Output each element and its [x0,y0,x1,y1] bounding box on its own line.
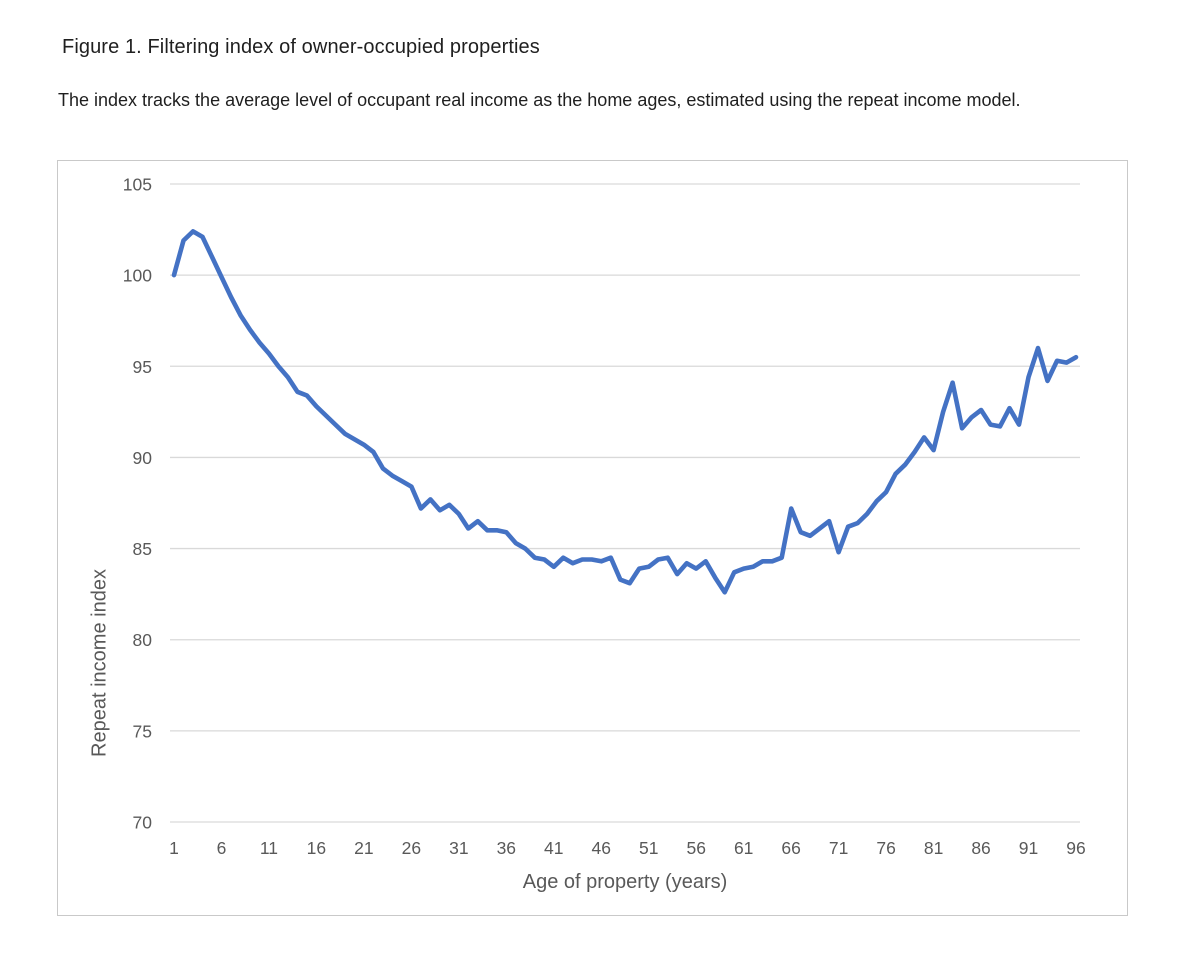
y-tick-label: 90 [133,448,153,468]
x-tick-label: 86 [971,838,990,858]
figure-title: Figure 1. Filtering index of owner-occup… [62,36,540,58]
y-tick-label: 85 [133,539,152,559]
figure-caption: The index tracks the average level of oc… [58,90,1021,110]
y-tick-label: 105 [123,175,152,195]
y-tick-label: 80 [133,630,153,650]
x-tick-label: 6 [217,838,227,858]
y-tick-label: 75 [133,721,152,741]
x-tick-label: 1 [169,838,179,858]
y-tick-label: 100 [123,266,152,286]
x-tick-label: 81 [924,838,943,858]
x-tick-label: 91 [1019,838,1038,858]
y-tick-label: 70 [133,813,153,833]
y-tick-label: 95 [133,357,152,377]
x-tick-label: 66 [781,838,800,858]
data-series-line [171,229,1079,595]
x-tick-label: 46 [592,838,611,858]
x-tick-label: 41 [544,838,563,858]
x-tick-label: 76 [876,838,895,858]
chart-frame: 70 75 80 85 90 95 100 105 1 6 11 16 21 26 31 36 41 46 51 56… [57,160,1128,916]
x-tick-label: 56 [686,838,705,858]
x-tick-label: 26 [402,838,421,858]
y-axis-title: Repeat income index [88,569,111,757]
x-tick-label: 16 [307,838,326,858]
x-tick-label: 71 [829,838,848,858]
x-tick-label: 21 [354,838,373,858]
x-tick-label: 11 [260,838,278,858]
x-tick-label: 51 [639,838,658,858]
x-tick-label: 61 [734,838,753,858]
x-tick-label: 96 [1066,838,1085,858]
x-tick-label: 36 [497,838,516,858]
x-tick-label: 31 [449,838,468,858]
x-axis-title: Age of property (years) [522,871,728,893]
